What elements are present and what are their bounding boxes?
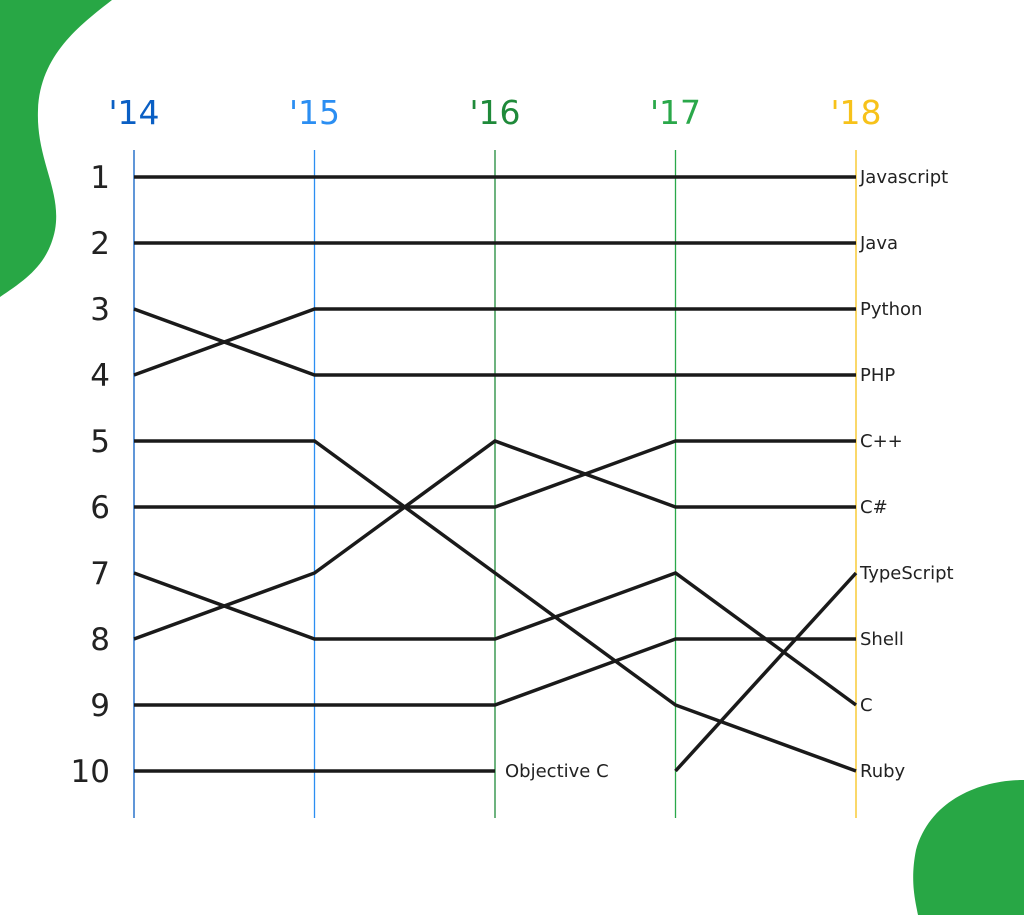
rank-label: 3 <box>90 292 110 328</box>
series-label: Java <box>859 233 898 254</box>
series-line <box>134 439 856 509</box>
rank-label: 10 <box>71 754 110 790</box>
series-line <box>674 571 858 773</box>
series-line <box>133 307 856 377</box>
series-line <box>134 637 856 707</box>
year-label: '14 <box>108 93 159 132</box>
rank-label: 1 <box>90 160 110 196</box>
rank-label: 9 <box>90 688 110 724</box>
series-label: Python <box>860 299 922 320</box>
series-label: Ruby <box>860 761 906 782</box>
series-line <box>133 307 856 377</box>
series-label: Objective C <box>505 761 609 782</box>
series-label: Javascript <box>859 167 948 188</box>
rank-label: 2 <box>90 226 110 262</box>
rank-label: 7 <box>90 556 110 592</box>
series-label: PHP <box>860 365 895 386</box>
series-label: C# <box>860 497 888 518</box>
rank-label: 8 <box>90 622 110 658</box>
bottom-right-blob <box>913 780 1024 915</box>
series-label: Shell <box>860 629 904 650</box>
rank-label: 5 <box>90 424 110 460</box>
year-label: '18 <box>830 93 881 132</box>
year-label: '17 <box>650 93 701 132</box>
top-left-blob <box>0 0 112 297</box>
rank-label: 6 <box>90 490 110 526</box>
series-line <box>133 571 858 707</box>
series-line <box>134 439 857 773</box>
series-label: C <box>860 695 873 716</box>
series-label: C++ <box>860 431 903 452</box>
series-line <box>133 439 856 641</box>
year-label: '15 <box>289 93 340 132</box>
rank-label: 4 <box>90 358 110 394</box>
year-label: '16 <box>469 93 520 132</box>
series-label: TypeScript <box>859 563 954 584</box>
